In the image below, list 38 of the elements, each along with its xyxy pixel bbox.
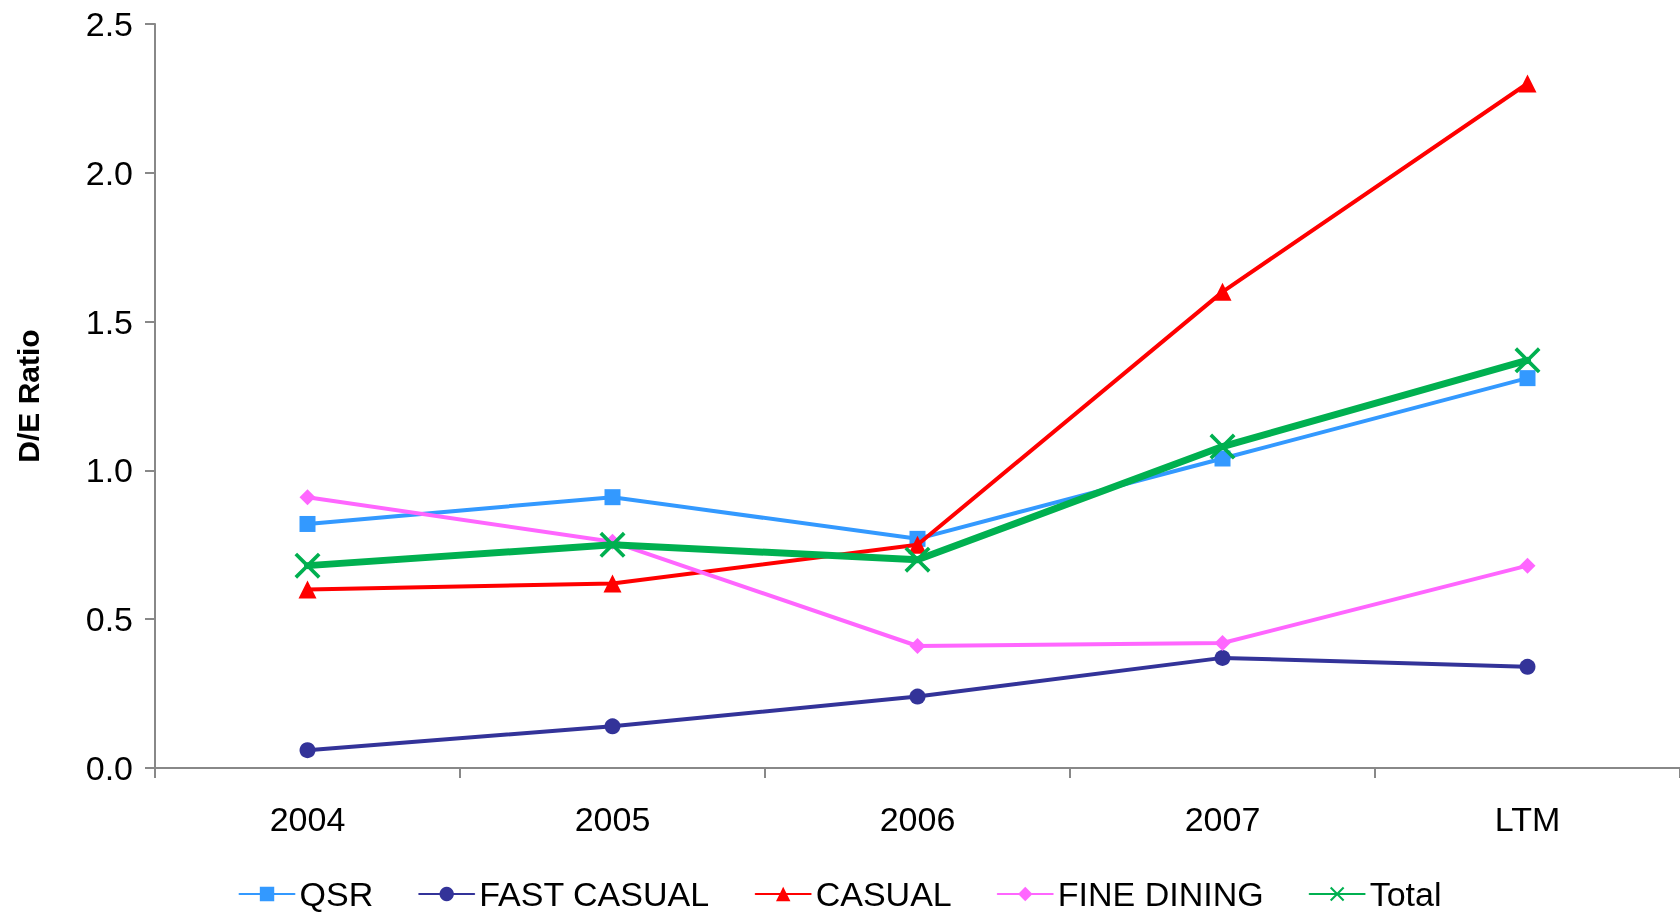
x-tick-label: 2006	[879, 800, 956, 838]
legend-label: FAST CASUAL	[479, 875, 710, 913]
point	[299, 489, 316, 506]
point	[904, 546, 931, 573]
legend-label: CASUAL	[815, 875, 952, 913]
x-tick-label: 2004	[269, 800, 346, 838]
y-axis-title: D/E Ratio	[11, 329, 45, 463]
point	[1519, 557, 1536, 574]
point	[298, 580, 317, 599]
point	[1214, 649, 1231, 666]
point	[909, 637, 926, 654]
y-tick-label: 2.5	[85, 5, 133, 43]
legend-label: FINE DINING	[1057, 875, 1264, 913]
point	[1514, 347, 1541, 374]
y-tick-label: 1.5	[85, 302, 133, 341]
x-tick-label: 2005	[574, 800, 651, 838]
point	[1209, 433, 1236, 460]
point	[1213, 282, 1232, 301]
y-tick-label: 0.5	[85, 600, 133, 639]
point	[604, 718, 621, 735]
legend-label: QSR	[299, 875, 374, 913]
point	[299, 515, 316, 532]
x-tick-label: 2007	[1184, 800, 1261, 838]
point	[599, 531, 626, 558]
legend-label: Total	[1369, 875, 1442, 913]
y-tick-label: 1.0	[85, 451, 133, 490]
point	[294, 552, 321, 579]
x-tick-label: LTM	[1494, 800, 1561, 838]
point	[603, 574, 622, 593]
point	[1214, 635, 1231, 652]
point	[1519, 658, 1536, 675]
point	[909, 688, 926, 705]
point	[1518, 74, 1537, 93]
point	[1519, 370, 1536, 387]
y-tick-label: 0.0	[85, 749, 133, 787]
point	[299, 742, 316, 759]
y-tick-label: 2.0	[85, 153, 133, 192]
point	[604, 489, 621, 506]
